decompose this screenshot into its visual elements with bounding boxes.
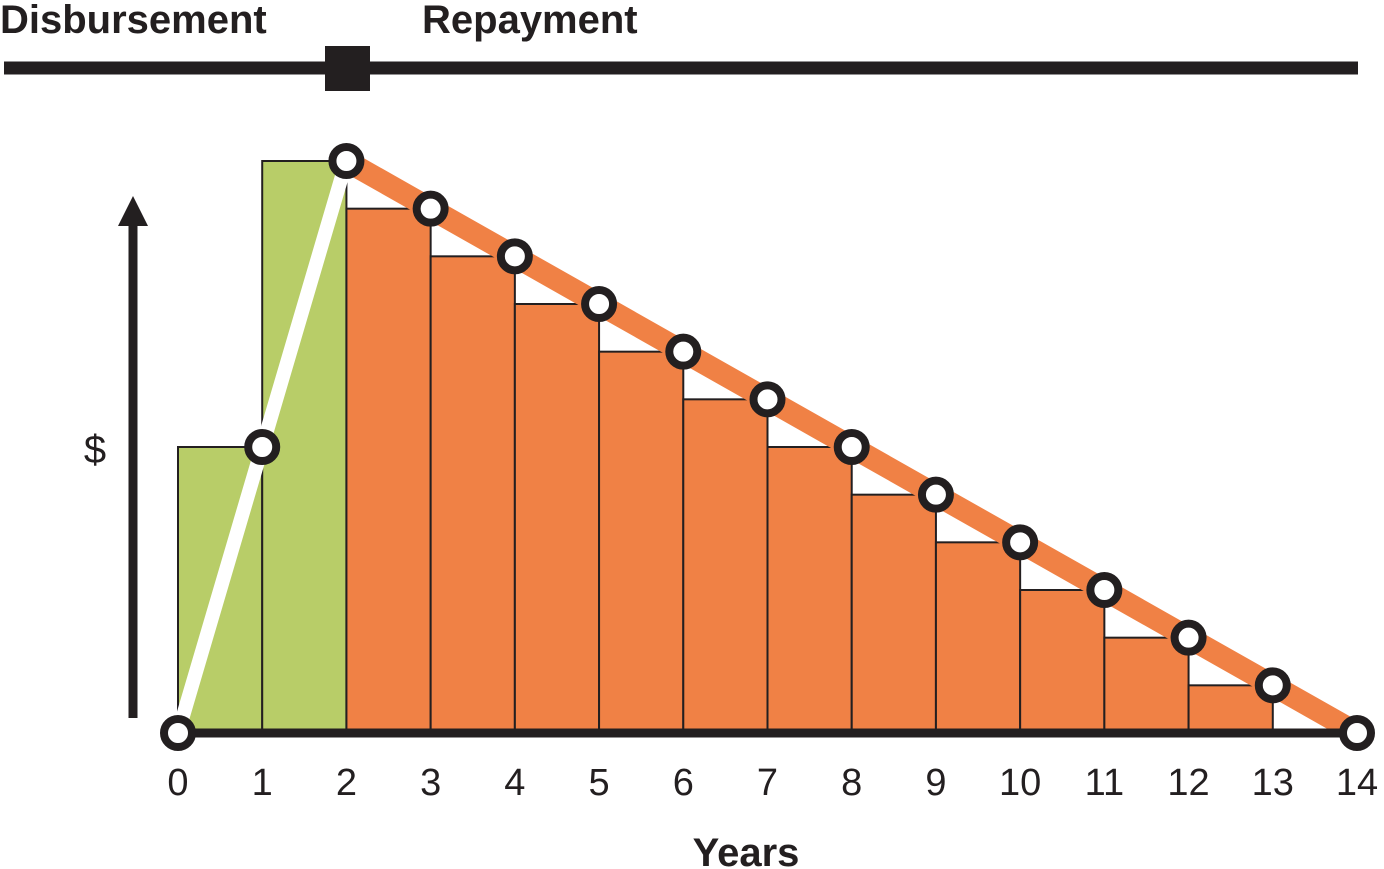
x-tick-label-9: 9: [925, 762, 946, 804]
balance-point-2: [328, 143, 365, 179]
repayment-bar-6: [682, 398, 769, 734]
repayment-bar-10: [1019, 589, 1106, 734]
x-tick-label-2: 2: [336, 762, 357, 804]
balance-point-0: [160, 715, 196, 751]
x-axis-title: Years: [693, 831, 800, 869]
x-tick-labels: 0 1 2 3 4 5 6 7 8 9 10 11 12 13 14: [167, 762, 1378, 804]
balance-point-4: [496, 238, 533, 275]
x-tick-label-10: 10: [999, 762, 1041, 804]
x-tick-label-4: 4: [504, 762, 525, 804]
disbursement-label: Disbursement: [0, 0, 267, 42]
repayment-bar-8: [850, 493, 937, 734]
balance-point-13: [1254, 667, 1291, 704]
balance-points-group: [160, 143, 1375, 751]
x-tick-label-7: 7: [757, 762, 778, 804]
phase-boundary-marker: [325, 46, 370, 91]
y-axis: $: [84, 196, 148, 718]
x-tick-label-13: 13: [1252, 762, 1294, 804]
repayment-bar-4: [513, 303, 601, 734]
balance-point-1: [244, 429, 281, 465]
balance-point-3: [412, 190, 449, 227]
repayment-bar-11: [1103, 636, 1190, 735]
balance-point-14: [1339, 715, 1375, 751]
balance-point-6: [665, 333, 702, 370]
balance-point-9: [917, 476, 954, 513]
repayment-bar-2: [345, 207, 432, 734]
balance-point-7: [749, 381, 786, 418]
x-tick-label-0: 0: [167, 762, 188, 804]
x-tick-label-11: 11: [1085, 762, 1124, 804]
y-axis-arrow-icon: [118, 196, 148, 226]
repayment-bar-9: [934, 541, 1022, 734]
phase-timeline: Disbursement Repayment: [0, 0, 1358, 91]
x-tick-label-5: 5: [589, 762, 610, 804]
balance-point-5: [581, 286, 618, 322]
x-tick-label-8: 8: [841, 762, 862, 804]
balance-point-10: [1002, 524, 1039, 561]
x-axis: 0 1 2 3 4 5 6 7 8 9 10 11 12 13 14 Years: [167, 728, 1378, 869]
y-axis-label: $: [84, 428, 106, 472]
balance-point-8: [833, 429, 870, 465]
x-tick-label-6: 6: [673, 762, 694, 804]
repayment-label: Repayment: [422, 0, 638, 42]
repayment-bar-5: [598, 350, 685, 734]
balance-point-11: [1086, 572, 1123, 608]
bars-group: [177, 160, 1274, 735]
balance-point-12: [1170, 619, 1207, 656]
x-tick-label-14: 14: [1336, 762, 1378, 804]
repayment-bar-3: [429, 255, 516, 734]
x-tick-label-3: 3: [420, 762, 441, 804]
repayment-bar-7: [766, 446, 853, 734]
x-tick-label-12: 12: [1167, 762, 1209, 804]
x-tick-label-1: 1: [252, 762, 273, 804]
